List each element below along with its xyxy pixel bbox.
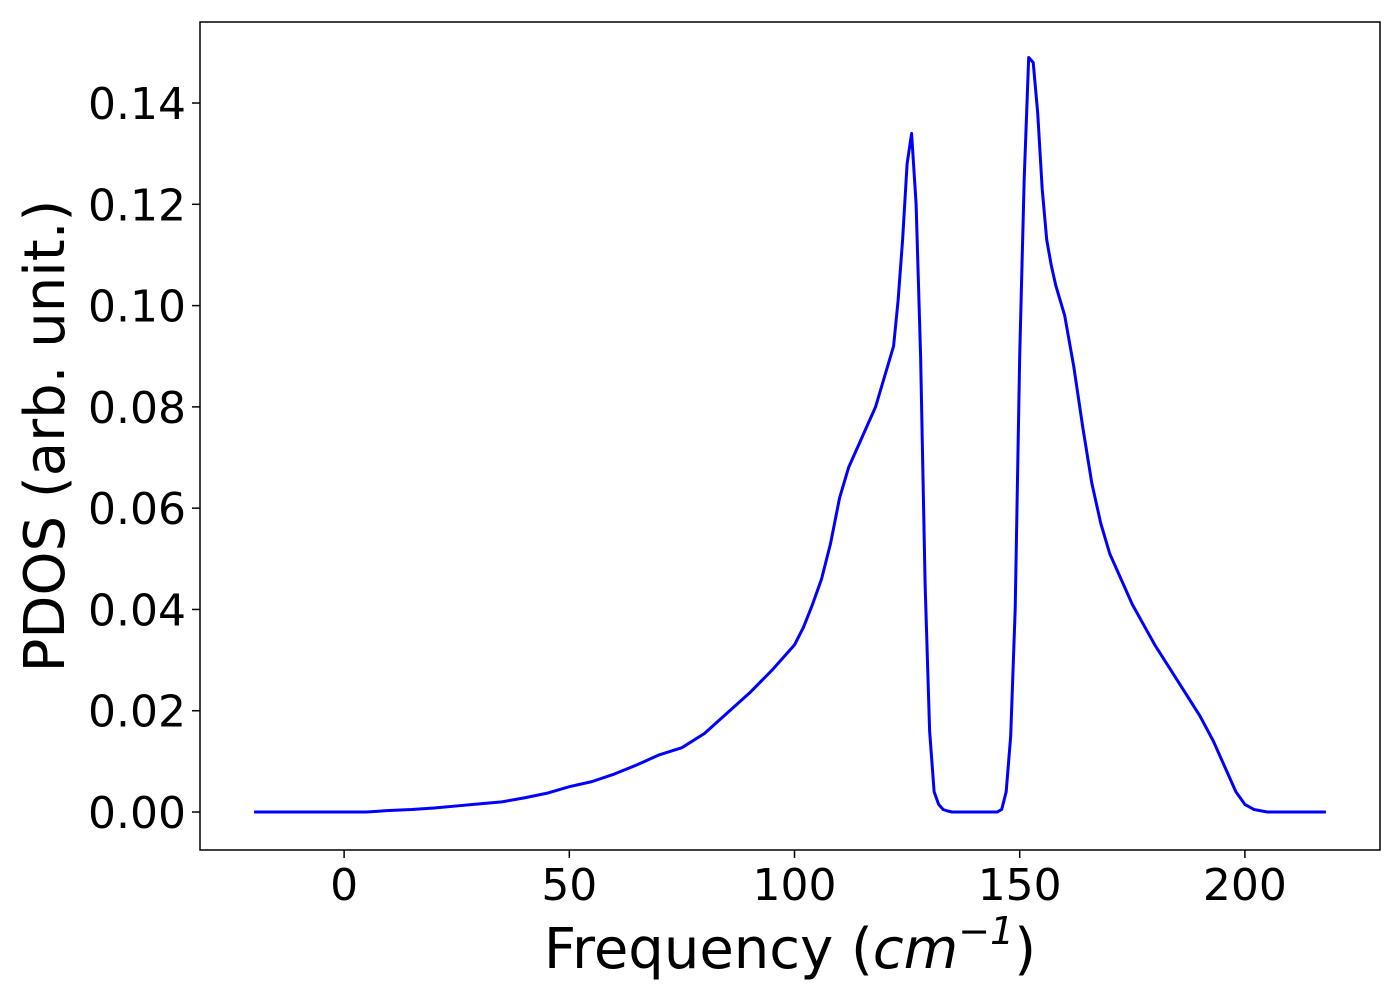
y-tick-label: 0.12 [88,180,186,231]
y-tick-label: 0.10 [88,282,186,333]
x-axis-label-text: Frequency [544,917,833,982]
x-axis-unit-open: ( [833,917,873,982]
y-axis-label: PDOS (arb. unit.) [13,200,78,673]
x-axis-ticks: 0 50 100 150 200 [330,850,1287,911]
y-tick-label: 0.08 [88,383,186,434]
y-tick-label: 0.00 [88,788,186,839]
x-axis-unit-base: cm [873,917,958,982]
plot-frame [199,21,1381,851]
x-tick-label: 50 [541,860,597,911]
y-tick-label: 0.14 [88,79,186,130]
x-tick-label: 150 [978,860,1062,911]
y-tick-label: 0.06 [88,484,186,535]
y-axis-ticks: 0.00 0.02 0.04 0.06 0.08 0.10 0.12 0.14 [88,79,200,839]
x-tick-label: 0 [330,860,358,911]
y-tick-label: 0.04 [88,585,186,636]
x-axis-label: Frequency (cm−1) [544,909,1036,982]
series-layer [254,55,1326,814]
x-axis-unit-close: ) [1014,917,1036,982]
x-tick-label: 200 [1203,860,1287,911]
series-line-0 [254,55,1326,814]
y-tick-label: 0.02 [88,687,186,738]
x-tick-label: 100 [753,860,837,911]
x-axis-unit-exponent: −1 [958,909,1014,953]
